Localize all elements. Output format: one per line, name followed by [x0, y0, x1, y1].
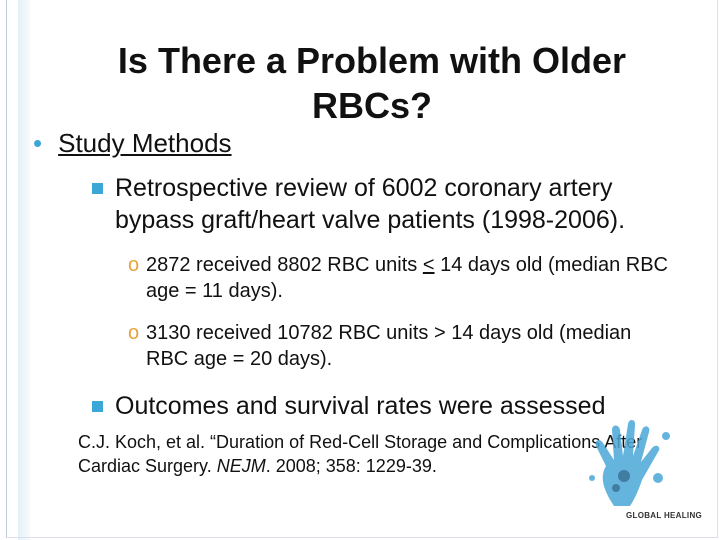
sub-bullet-text: Retrospective review of 6002 coronary ar… — [115, 174, 626, 234]
citation-journal: NEJM — [216, 456, 266, 476]
bullet: • Study Methods — [33, 128, 232, 158]
item-text: 2872 received 8802 RBC units — [146, 254, 423, 276]
sub-bullet: Retrospective review of 6002 coronary ar… — [92, 172, 695, 236]
logo-text: GLOBAL HEALING — [626, 511, 703, 520]
item-text: 14 days old (median RBC age = 11 days). — [146, 254, 668, 302]
citation: C.J. Koch, et al. “Duration of Red-Cell … — [78, 430, 678, 478]
citation-text: C.J. Koch, et al. “Duration of Red-Cell … — [78, 432, 643, 476]
citation-text: . 2008; 358: 1229-39. — [265, 456, 437, 476]
side-stripe — [18, 0, 30, 540]
item-text: 3130 received 10782 RBC units > 14 days … — [146, 322, 632, 370]
sub-bullet-text: Outcomes and survival rates were assesse… — [115, 392, 606, 420]
slide-frame — [6, 0, 718, 538]
sub-sub-bullet: o 2872 received 8802 RBC units < 14 days … — [128, 254, 668, 302]
slide-title: Is There a Problem with Older RBCs? — [117, 40, 627, 126]
item-symbol: < — [422, 254, 435, 276]
sub-bullet: Outcomes and survival rates were assesse… — [92, 390, 715, 422]
logo-hand — [589, 419, 670, 506]
bullet-text: Study Methods — [58, 128, 232, 158]
sub-sub-bullet: o 3130 received 10782 RBC units > 14 days… — [128, 322, 632, 370]
